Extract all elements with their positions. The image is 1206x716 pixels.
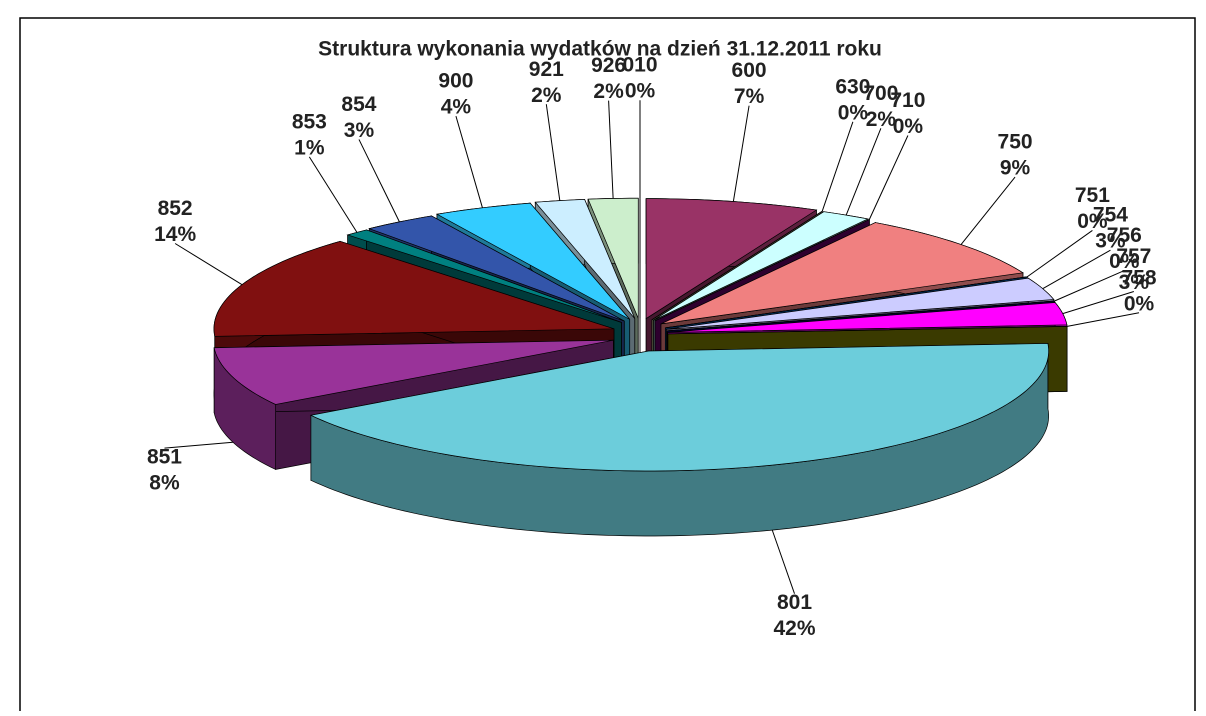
data-label-value: 2% <box>866 108 897 131</box>
leader-line <box>960 176 1016 245</box>
data-label-category: 630 <box>835 75 870 98</box>
leader-line <box>174 243 243 286</box>
data-label-value: 3% <box>344 119 375 142</box>
leader-line <box>1067 312 1140 327</box>
leader-line <box>358 139 400 223</box>
data-label-value: 0% <box>838 101 869 124</box>
slice-top <box>660 222 1024 325</box>
leader-line <box>1054 270 1125 302</box>
data-label-value: 0% <box>1124 292 1155 315</box>
slice-top <box>667 300 1055 332</box>
data-label-value: 0% <box>893 115 924 138</box>
slice-top <box>435 202 630 320</box>
data-label-category: 710 <box>890 89 925 112</box>
data-label-category: 757 <box>1116 245 1151 268</box>
data-label-value: 1% <box>294 136 325 159</box>
leader-line <box>845 128 882 216</box>
slice-top <box>346 229 622 323</box>
data-label-value: 9% <box>1000 157 1031 180</box>
data-label-value: 0% <box>625 80 656 103</box>
data-label-category: 900 <box>438 70 473 93</box>
leader-line <box>608 100 614 199</box>
data-label-value: 2% <box>531 84 562 107</box>
data-label-value: 7% <box>734 85 765 108</box>
leader-line <box>771 529 795 594</box>
data-label-value: 4% <box>441 96 472 119</box>
data-label-category: 758 <box>1121 266 1156 289</box>
leader-line <box>1026 230 1093 278</box>
slice-top <box>213 339 614 405</box>
chart-title: Struktura wykonania wydatków na dzień 31… <box>318 38 882 61</box>
data-label-category: 600 <box>732 59 767 82</box>
leader-line <box>821 121 854 212</box>
data-label-value: 3% <box>1095 230 1126 253</box>
leader-line <box>308 156 358 233</box>
leader-line <box>732 105 750 202</box>
data-label-category: 754 <box>1093 204 1128 227</box>
leader-line <box>455 115 483 208</box>
leader-line <box>545 104 561 201</box>
leader-line <box>164 441 233 449</box>
slice-top <box>213 240 615 337</box>
data-label-category: 700 <box>863 82 898 105</box>
leader-line <box>1042 249 1111 290</box>
slice-top <box>667 302 1068 333</box>
data-label-category: 852 <box>158 197 193 220</box>
data-label-category: 751 <box>1075 184 1110 207</box>
data-label-category: 853 <box>292 110 327 133</box>
data-label-category: 801 <box>777 591 812 614</box>
slice-top <box>645 198 818 320</box>
data-label-value: 8% <box>149 472 180 495</box>
leader-line <box>868 135 909 220</box>
data-label-category: 921 <box>529 58 564 81</box>
data-label-category: 926 <box>591 54 626 77</box>
data-label-value: 2% <box>593 80 624 103</box>
slice <box>309 343 1049 537</box>
data-label-value: 3% <box>1119 271 1150 294</box>
data-label-value: 14% <box>154 223 196 246</box>
data-label-category: 854 <box>341 93 376 116</box>
slice-top <box>587 197 639 319</box>
data-label-value: 0% <box>1077 210 1108 233</box>
data-label-category: 851 <box>147 446 182 469</box>
data-label-category: 756 <box>1107 224 1142 247</box>
data-label-value: 42% <box>773 617 815 640</box>
leader-line <box>1062 291 1134 315</box>
data-label-category: 010 <box>622 54 657 77</box>
slice-top <box>309 343 1049 472</box>
data-label-category: 750 <box>998 131 1033 154</box>
data-label-value: 0% <box>1109 250 1140 273</box>
